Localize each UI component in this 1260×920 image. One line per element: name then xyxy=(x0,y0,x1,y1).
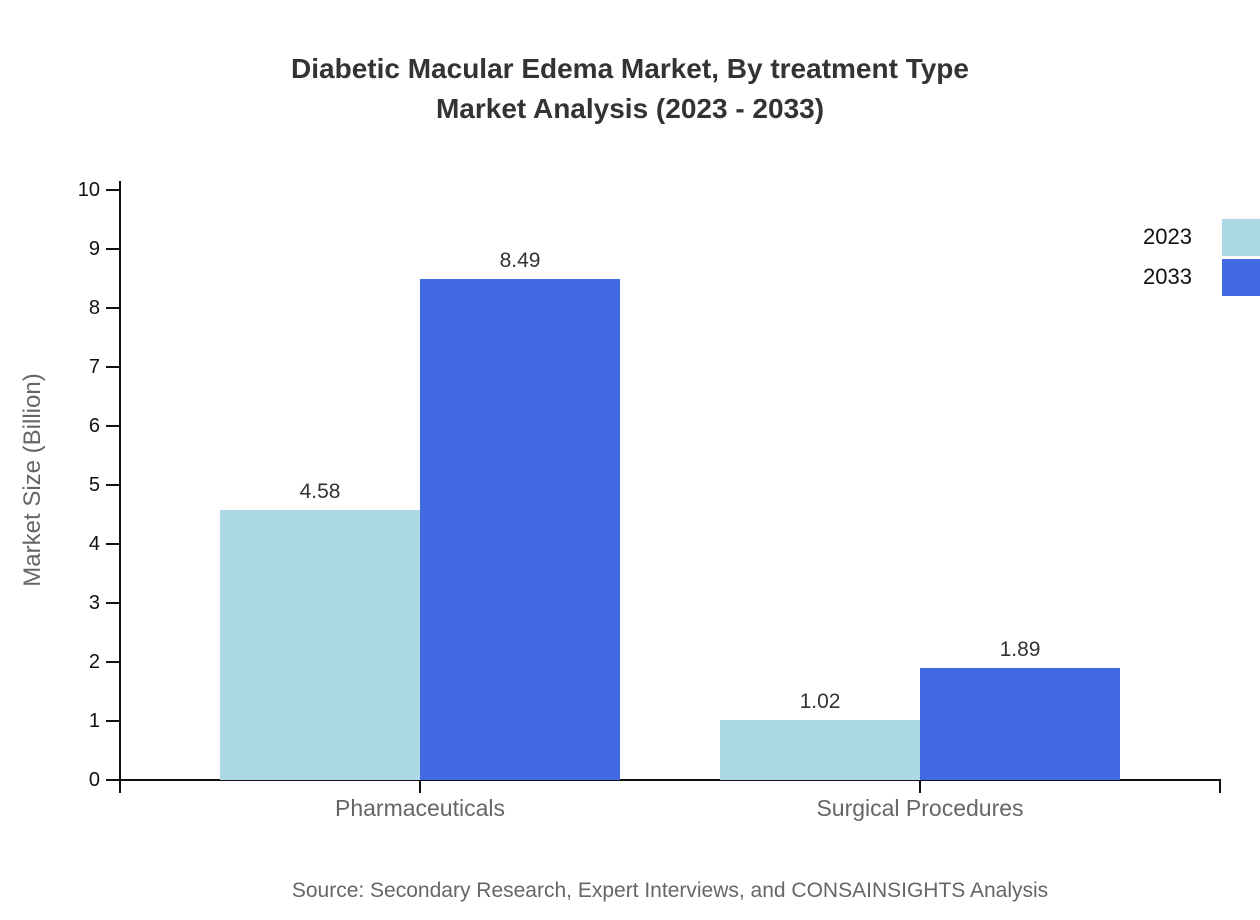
y-tick-mark xyxy=(106,307,119,309)
legend-item-2033: 2033 xyxy=(1143,258,1260,296)
x-tick-mark xyxy=(419,780,421,793)
y-tick-mark xyxy=(106,366,119,368)
y-tick-mark xyxy=(106,425,119,427)
y-tick-label: 6 xyxy=(88,415,100,437)
x-axis-line xyxy=(121,779,1221,781)
x-axis-end-tick xyxy=(1219,780,1221,793)
legend: 2023 2033 xyxy=(1143,218,1260,298)
y-tick-mark xyxy=(106,543,119,545)
bar-2023-surgical-procedures xyxy=(720,720,920,780)
bar-2033-pharmaceuticals xyxy=(420,279,620,780)
source-note: Source: Secondary Research, Expert Inter… xyxy=(291,879,1049,902)
y-tick-label: 1 xyxy=(88,710,100,732)
y-tick-label: 2 xyxy=(88,651,100,673)
x-tick-mark xyxy=(919,780,921,793)
y-tick-mark xyxy=(106,720,119,722)
legend-swatch xyxy=(1222,218,1260,256)
y-axis-line xyxy=(119,181,121,793)
y-tick-mark xyxy=(106,779,119,781)
y-tick-label: 9 xyxy=(88,238,100,260)
x-category-label: Pharmaceuticals xyxy=(334,795,506,821)
chart-title-line2: Market Analysis (2023 - 2033) xyxy=(435,93,825,124)
legend-label: 2023 xyxy=(1143,224,1192,249)
bar-2033-surgical-procedures xyxy=(920,668,1120,780)
bar-2023-pharmaceuticals xyxy=(220,510,420,780)
y-tick-mark xyxy=(106,189,119,191)
chart-title: Diabetic Macular Edema Market, By treatm… xyxy=(0,49,1260,129)
legend-item-2023: 2023 xyxy=(1143,218,1260,256)
y-tick-label: 8 xyxy=(88,297,100,319)
y-tick-mark xyxy=(106,661,119,663)
y-tick-mark xyxy=(106,602,119,604)
bar-value-label: 4.58 xyxy=(299,480,341,503)
legend-swatch xyxy=(1222,258,1260,296)
y-tick-label: 4 xyxy=(88,533,100,555)
bar-value-label: 1.02 xyxy=(799,690,841,713)
y-tick-label: 10 xyxy=(77,179,100,201)
y-tick-mark xyxy=(106,248,119,250)
chart-title-line1: Diabetic Macular Edema Market, By treatm… xyxy=(291,53,969,84)
x-category-label: Surgical Procedures xyxy=(816,795,1024,821)
bar-value-label: 1.89 xyxy=(999,638,1041,661)
y-tick-mark xyxy=(106,484,119,486)
y-tick-label: 3 xyxy=(88,592,100,614)
y-tick-label: 7 xyxy=(88,356,100,378)
legend-label: 2033 xyxy=(1143,264,1192,289)
y-tick-label: 0 xyxy=(88,769,100,791)
bar-value-label: 8.49 xyxy=(499,249,541,272)
y-tick-label: 5 xyxy=(88,474,100,496)
